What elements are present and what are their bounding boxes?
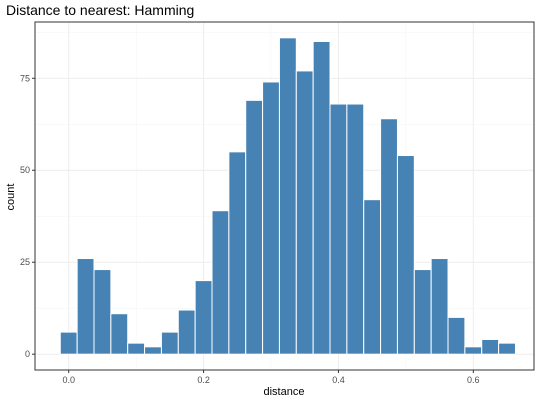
histogram-bar: [195, 281, 212, 355]
histogram-bar: [77, 259, 94, 355]
y-tick-label: 75: [20, 73, 30, 83]
histogram-bar: [448, 317, 465, 354]
histogram-bar: [145, 347, 162, 354]
histogram-bar: [397, 156, 414, 355]
y-axis-title: count: [5, 184, 17, 211]
histogram-bar: [178, 310, 195, 354]
histogram-bar: [347, 104, 364, 354]
histogram-bar: [482, 339, 499, 354]
histogram-bar: [465, 347, 482, 354]
histogram-bar: [364, 200, 381, 355]
histogram-bar: [246, 100, 263, 354]
y-axis-ticks: 0 25 50 75: [20, 73, 35, 359]
histogram-bar: [161, 332, 178, 354]
histogram-bar: [381, 119, 398, 354]
histogram-bar: [330, 104, 347, 354]
x-tick-label: 0.6: [467, 375, 480, 385]
x-tick-label: 0.4: [332, 375, 345, 385]
x-axis-title: distance: [264, 386, 305, 398]
histogram-bar: [279, 38, 296, 354]
chart-title: Distance to nearest: Hamming: [6, 2, 194, 18]
x-tick-label: 0.2: [197, 375, 210, 385]
histogram-bar: [263, 82, 280, 354]
histogram-bar: [414, 270, 431, 355]
histogram-bar: [313, 41, 330, 354]
histogram-bar: [229, 152, 246, 354]
y-tick-label: 0: [25, 349, 30, 359]
bars: [60, 38, 515, 354]
histogram-bar: [431, 259, 448, 355]
histogram-bar: [60, 332, 77, 354]
y-tick-label: 50: [20, 165, 30, 175]
x-axis-ticks: 0.0 0.2 0.4 0.6: [62, 370, 479, 385]
histogram-bar: [499, 343, 516, 354]
histogram-bar: [111, 314, 128, 354]
y-tick-label: 25: [20, 257, 30, 267]
histogram-bar: [128, 343, 145, 354]
histogram-bar: [296, 71, 313, 354]
histogram-bar: [94, 270, 111, 355]
x-tick-label: 0.0: [62, 375, 75, 385]
histogram-bar: [212, 211, 229, 354]
